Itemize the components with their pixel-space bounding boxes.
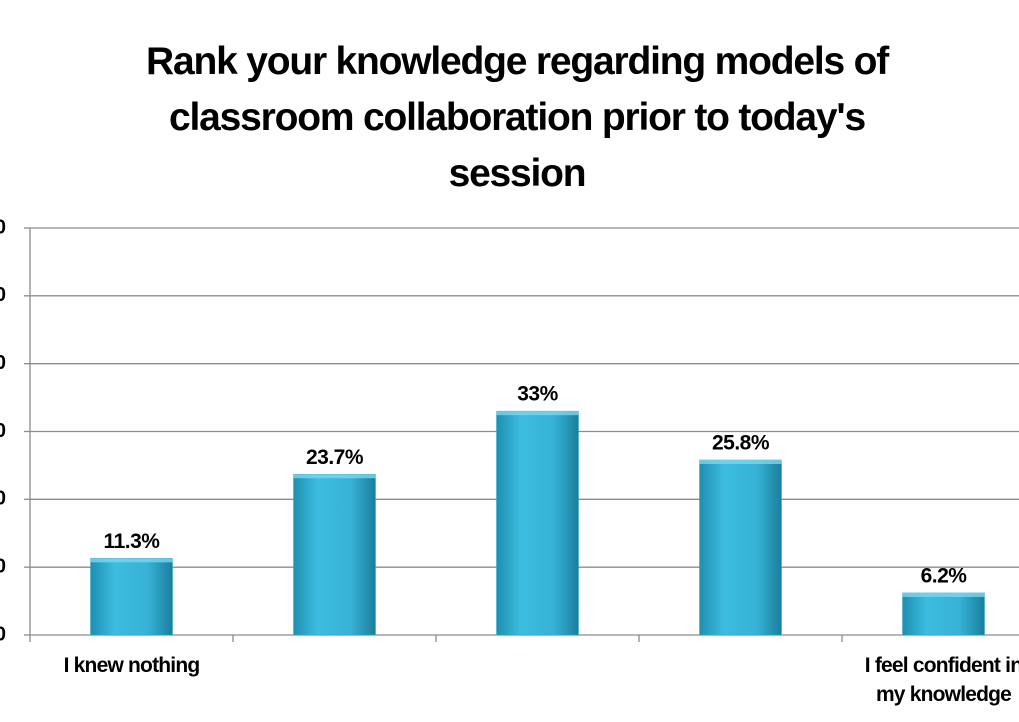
- chart-title: Rank your knowledge regarding models of …: [146, 40, 889, 195]
- bar: [90, 558, 173, 636]
- bar: [293, 473, 376, 636]
- value-label: 33%: [517, 383, 558, 406]
- value-label: 23.7%: [306, 446, 364, 469]
- y-tick-label: 40: [0, 352, 6, 374]
- y-tick-label: 10: [0, 555, 6, 577]
- x-tick-label: I feel confident in my knowledge: [864, 654, 1019, 706]
- bar-top: [496, 411, 579, 416]
- y-tick-label: 30: [0, 420, 6, 442]
- bar: [902, 592, 985, 636]
- y-tick-label: 0: [0, 623, 6, 645]
- y-tick-label: 50: [0, 284, 6, 306]
- value-label: 25.8%: [712, 432, 770, 455]
- y-tick-label: 20: [0, 488, 6, 510]
- bar-top: [293, 474, 376, 479]
- bar-top: [90, 558, 173, 563]
- bar-top: [902, 592, 985, 597]
- value-label: 6.2%: [921, 564, 968, 587]
- bar: [699, 459, 782, 636]
- bar: [496, 410, 579, 636]
- x-tick-label: I knew nothing: [63, 654, 201, 677]
- y-tick-label: 60: [0, 216, 6, 238]
- bar-top: [699, 459, 782, 464]
- value-label: 11.3%: [104, 530, 161, 553]
